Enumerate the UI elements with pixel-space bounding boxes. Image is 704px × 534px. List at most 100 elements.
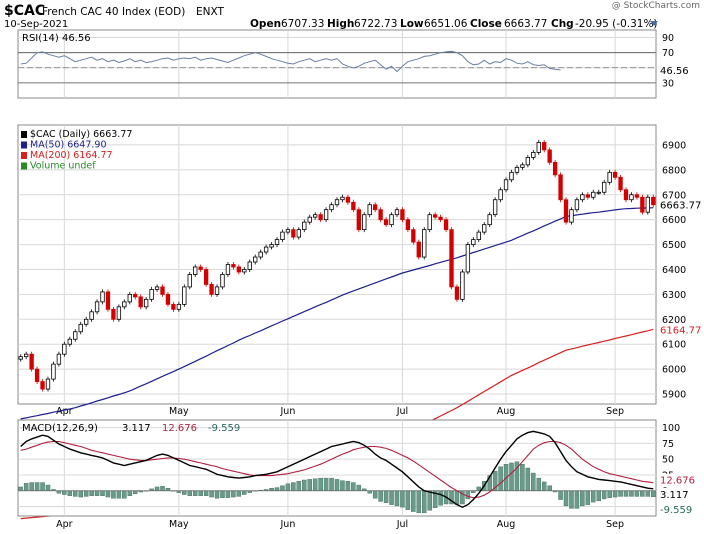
candle-body xyxy=(296,229,302,238)
candle-body xyxy=(105,291,111,310)
macd-hist-bar xyxy=(465,490,471,500)
macd-hist-bar xyxy=(372,490,378,499)
candle-body xyxy=(280,231,285,240)
candle-body xyxy=(536,142,541,153)
macd-hist-bar xyxy=(623,490,629,497)
macd-hist-bar xyxy=(182,490,187,495)
candle-body xyxy=(220,274,225,288)
price-last-label-box xyxy=(657,198,703,211)
candle-body xyxy=(154,286,160,290)
macd-hist-bar xyxy=(634,490,640,497)
candle-body xyxy=(422,229,427,258)
price-tick-label: 6600 xyxy=(662,215,686,226)
macd-hist-bar xyxy=(116,490,122,499)
candle-body xyxy=(209,284,214,295)
candle-body xyxy=(634,194,640,198)
chart-date: 10-Sep-2021 xyxy=(4,19,68,30)
macd-hist-bar xyxy=(154,486,160,491)
macd-hist-bar xyxy=(89,490,94,496)
macd-hist-bar xyxy=(596,490,601,502)
low-value: 6651.06 xyxy=(424,18,468,30)
macd-signal-line xyxy=(20,440,654,499)
macd-hist-bar xyxy=(73,490,78,497)
candle-body xyxy=(329,204,334,211)
candle-body xyxy=(623,189,629,201)
chg-value: -20.95 (-0.31%) xyxy=(575,18,658,30)
macd-hist-bar xyxy=(296,481,302,491)
price-legend-swatch xyxy=(21,162,27,170)
candle-body xyxy=(323,209,329,221)
candle-body xyxy=(253,256,258,263)
macd-hist-bar xyxy=(100,490,105,496)
candle-body xyxy=(438,216,443,221)
macd-hist-bar xyxy=(192,490,198,496)
candle-body xyxy=(443,219,449,231)
candle-body xyxy=(198,266,203,270)
candle-body xyxy=(34,368,40,382)
macd-hist-bar xyxy=(651,490,656,498)
price-tick-label: 6100 xyxy=(662,340,686,351)
macd-month-label: Jun xyxy=(280,519,296,530)
watermark: @ StockCharts.com xyxy=(612,1,700,11)
price-legend-entry: MA(50) 6647.90 xyxy=(30,140,107,151)
price-last-label: 6663.77 xyxy=(660,201,701,212)
ma50-line xyxy=(20,207,654,420)
candle-body xyxy=(236,266,242,273)
candle-body xyxy=(547,149,552,163)
high-label: High xyxy=(327,18,354,30)
macd-hist-bar xyxy=(618,490,623,497)
candle-body xyxy=(203,269,209,285)
candle-body xyxy=(78,323,83,333)
candle-body xyxy=(471,239,476,245)
macd-hist-bar xyxy=(640,490,645,497)
macd-hist-bar xyxy=(280,485,285,491)
macd-hist-bar xyxy=(356,484,362,491)
macd-hist-bar xyxy=(45,484,51,491)
candle-body xyxy=(525,156,531,166)
candle-body xyxy=(258,251,263,258)
candle-body xyxy=(487,214,492,226)
candle-body xyxy=(591,191,596,198)
candle-body xyxy=(176,303,182,310)
price-month-label: Sep xyxy=(606,406,624,417)
candle-body xyxy=(143,298,149,308)
candle-body xyxy=(138,296,143,308)
macd-hist-bar xyxy=(531,472,536,491)
candle-body xyxy=(165,293,171,305)
macd-panel: -250255075100AprMayJunJulAugSepMACD(12,2… xyxy=(17,419,703,530)
macd-last-label: 3.117 xyxy=(660,490,689,501)
macd-hist-bar xyxy=(274,487,280,491)
candle-body xyxy=(503,179,509,191)
macd-hist-bar xyxy=(645,490,651,497)
candle-body xyxy=(394,209,400,216)
candle-body xyxy=(569,209,574,223)
price-tick-label: 6000 xyxy=(662,365,686,376)
macd-hist-bar xyxy=(541,481,547,491)
candle-body xyxy=(247,261,252,270)
candle-body xyxy=(367,204,372,216)
candle-body xyxy=(492,199,498,216)
rsi-tick-label: 70 xyxy=(662,48,674,59)
macd-hist-bar xyxy=(405,490,411,510)
macd-hist-bar xyxy=(318,477,323,491)
candle-body xyxy=(231,264,236,268)
candle-body xyxy=(563,199,569,223)
candle-body xyxy=(520,164,525,168)
price-month-label: Apr xyxy=(56,406,73,417)
macd-hist-bar xyxy=(351,482,356,491)
rsi-tick-label: 90 xyxy=(662,33,674,44)
macd-hist-bar xyxy=(214,490,220,499)
candle-body xyxy=(460,271,465,300)
candle-body xyxy=(83,318,89,325)
candle-body xyxy=(307,216,312,223)
macd-hist-bar xyxy=(427,490,432,511)
macd-legend-entry: MACD(12,26,9) xyxy=(22,423,98,434)
candle-body xyxy=(552,161,558,176)
macd-month-label: Jul xyxy=(396,519,408,530)
candle-body xyxy=(100,291,105,303)
dropdown-triangle-icon[interactable] xyxy=(650,21,658,26)
chg-label: Chg xyxy=(551,18,574,30)
price-tick-label: 5900 xyxy=(662,390,686,401)
ma200-last-label: 6164.77 xyxy=(660,325,701,336)
